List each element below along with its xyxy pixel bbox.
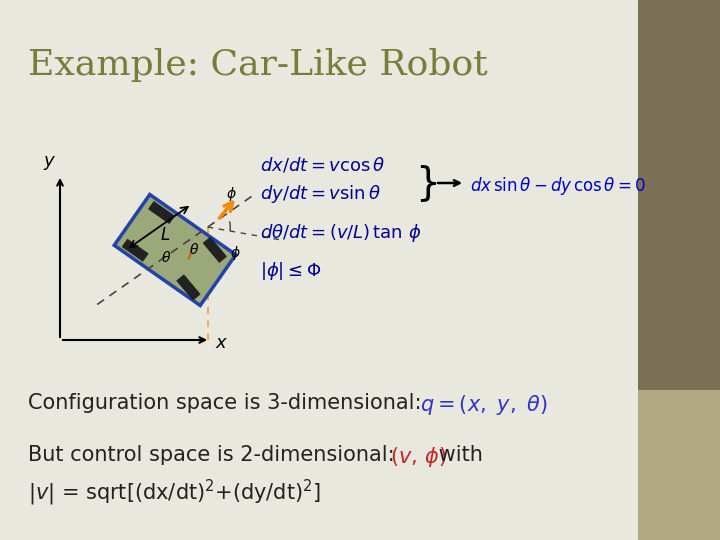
Text: $dy/dt = v\sin\theta$: $dy/dt = v\sin\theta$ [260,183,381,205]
Bar [638,390,720,540]
Text: $|v|$ = sqrt[(dx/dt)$^2$+(dy/dt)$^2$]: $|v|$ = sqrt[(dx/dt)$^2$+(dy/dt)$^2$] [28,478,321,508]
Text: $\theta$: $\theta$ [189,242,199,257]
Bar [202,237,227,263]
Text: $\phi$: $\phi$ [226,185,236,204]
Text: But control space is 2-dimensional:: But control space is 2-dimensional: [28,445,401,465]
Bar [176,274,201,301]
Text: $q = (x,\ y,\ \theta)$: $q = (x,\ y,\ \theta)$ [420,393,548,417]
Text: Example: Car-Like Robot: Example: Car-Like Robot [28,48,487,82]
Bar [122,239,149,262]
Bar [638,0,720,390]
Text: $d\theta/dt = (v/L)\,\tan\,\phi$: $d\theta/dt = (v/L)\,\tan\,\phi$ [260,222,421,244]
Bar [148,201,175,224]
Text: $y$: $y$ [43,154,57,172]
Text: $\theta$: $\theta$ [161,250,171,265]
Text: $L$: $L$ [160,226,170,244]
Bar [114,194,235,306]
Text: $(v,\,\phi)$: $(v,\,\phi)$ [390,445,446,469]
Text: $x$: $x$ [215,334,228,352]
Text: $|\phi| \leq \Phi$: $|\phi| \leq \Phi$ [260,260,321,282]
Text: $dx\,\sin\theta - dy\,\cos\theta = 0$: $dx\,\sin\theta - dy\,\cos\theta = 0$ [470,175,646,197]
Text: Configuration space is 3-dimensional:: Configuration space is 3-dimensional: [28,393,428,413]
Text: $dx/dt = v\cos\theta$: $dx/dt = v\cos\theta$ [260,155,385,174]
Text: $\phi$: $\phi$ [230,244,240,262]
Text: with: with [432,445,483,465]
Text: }: } [415,164,440,202]
